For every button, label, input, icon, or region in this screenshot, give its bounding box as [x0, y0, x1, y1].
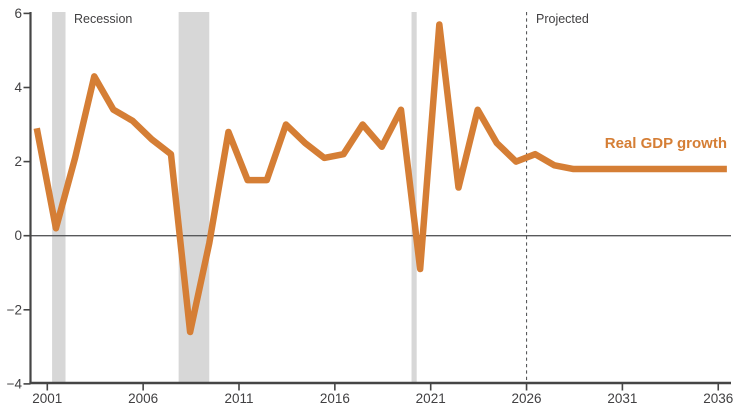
series-label-real-gdp-growth: Real GDP growth: [604, 135, 727, 152]
y-tick-label: 6: [14, 6, 22, 21]
recession-band-label: Recession: [74, 12, 133, 26]
y-tick-label: 4: [14, 80, 22, 95]
x-tick-label: 2036: [703, 391, 733, 406]
x-tick-label: 2001: [32, 391, 62, 406]
y-tick-label: −4: [7, 376, 23, 391]
x-tick-label: 2021: [416, 391, 446, 406]
real-gdp-growth-line: [33, 21, 727, 336]
y-tick-label: 2: [14, 154, 22, 169]
y-tick-label: 0: [14, 228, 22, 243]
x-tick-label: 2031: [607, 391, 637, 406]
x-tick-label: 2016: [320, 391, 350, 406]
x-tick-label: 2011: [224, 391, 253, 406]
recession-band: [52, 12, 66, 383]
x-tick-label: 2026: [512, 391, 542, 406]
y-tick-label: −2: [7, 302, 22, 317]
projected-period-label: Projected: [536, 12, 589, 26]
x-tick-label: 2006: [128, 391, 158, 406]
